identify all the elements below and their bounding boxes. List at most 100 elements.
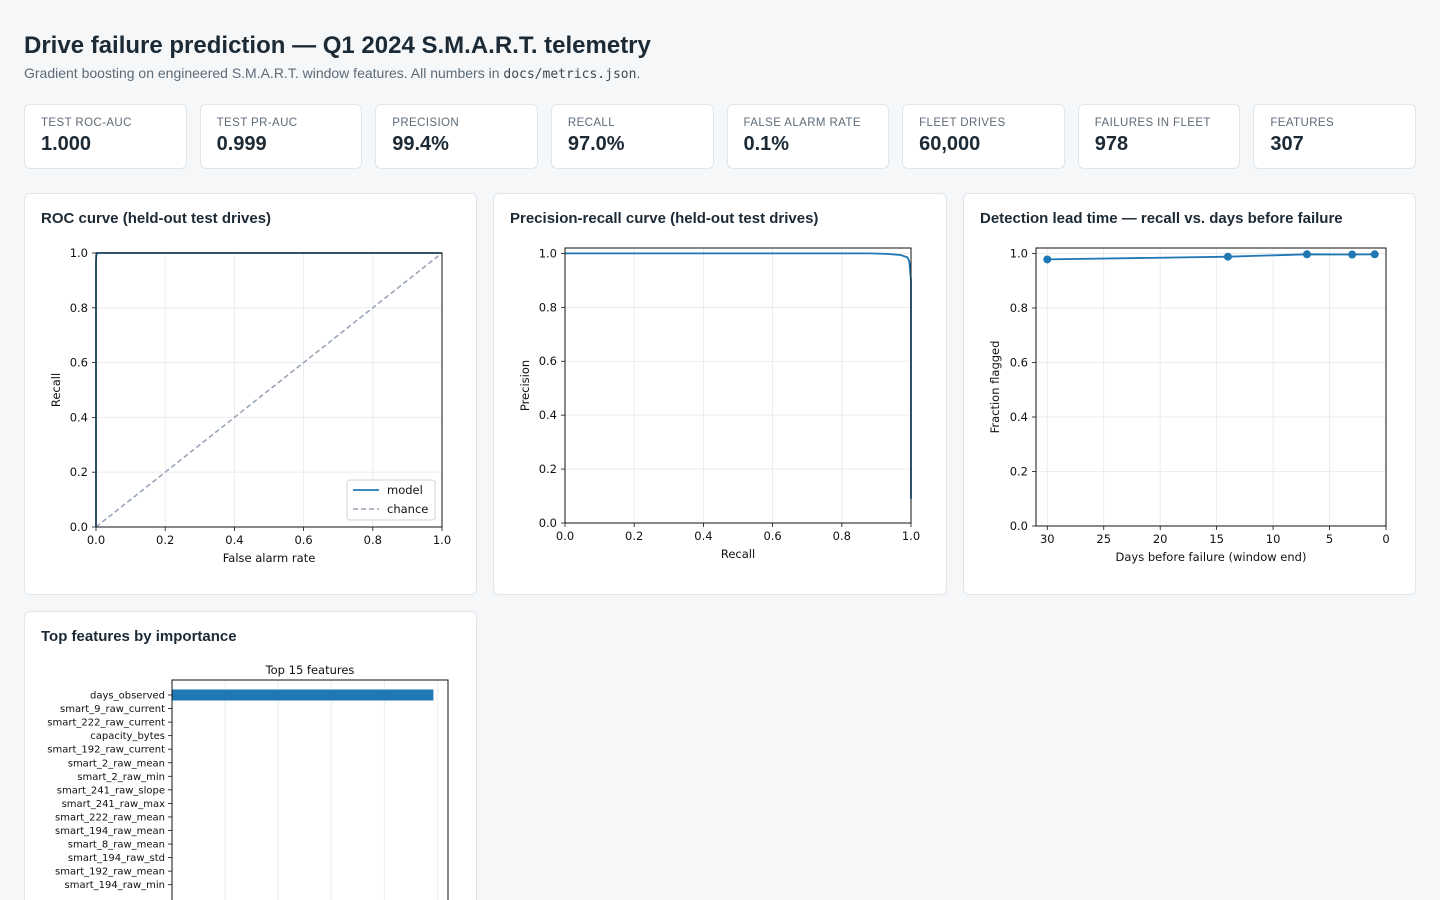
data-series-line (565, 252, 912, 499)
lead-time-chart: 30 25 20 15 10 5 0 0.0 0.2 0.4 0.6 0.8 1.0 Days befor… (988, 246, 1390, 564)
feature-label: smart_194_raw_std (68, 853, 165, 864)
feature-label: smart_192_raw_current (47, 745, 165, 756)
feature-label: smart_241_raw_slope (57, 785, 165, 796)
metrics-file-path: docs/metrics.json (503, 67, 637, 82)
x-tick-label: 25 (1096, 532, 1111, 546)
plot-frame (171, 679, 449, 900)
plot-frame (564, 247, 912, 524)
y-axis-label: Precision (518, 360, 532, 411)
x-tick-label: 0.8 (364, 533, 382, 547)
plot-frame (1035, 247, 1387, 527)
x-tick-label: 0 (1382, 532, 1389, 546)
page-subtitle: Gradient boosting on engineered S.M.A.R.… (24, 65, 651, 82)
data-point (1370, 250, 1379, 259)
kpi-value: 307 (1270, 133, 1304, 155)
x-tick-label: 0.2 (625, 529, 643, 543)
y-tick-label: 1.0 (1010, 246, 1028, 260)
feature-label: smart_241_raw_max (62, 799, 165, 810)
y-tick-label: 0.4 (539, 408, 557, 422)
data-point (1043, 255, 1052, 264)
y-tick-label: 0.2 (70, 465, 88, 479)
x-tick-label: 0.4 (225, 533, 243, 547)
kpi-label: Features (1270, 117, 1335, 129)
data-series-line (1047, 253, 1375, 261)
pr-chart: 0.0 0.2 0.4 0.6 0.8 1.0 0.0 0.2 0.4 0.6 0.8 1.0 Reca… (518, 246, 920, 561)
x-tick-label: 0.6 (294, 533, 312, 547)
y-tick-label: 0.8 (1010, 301, 1028, 315)
kpi-value: 1.000 (41, 133, 92, 155)
page-title: Drive failure prediction — Q1 2024 S.M.A… (24, 32, 651, 59)
feature-importance-card-title: Top features by importance (41, 628, 237, 645)
kpi-card-pr-auc: Test PR-AUC 0.999 (199, 104, 363, 169)
kpi-card-fleet-drives: Fleet drives 60,000 (902, 104, 1065, 169)
roc-card-title: ROC curve (held-out test drives) (41, 210, 272, 227)
y-tick-label: 0.0 (539, 516, 557, 530)
y-tick-label: 0.4 (70, 410, 88, 424)
data-point (1348, 250, 1357, 259)
feature-bar (172, 689, 434, 701)
y-tick-label: 1.0 (70, 246, 88, 260)
x-axis-label: False alarm rate (223, 551, 316, 565)
feature-label: smart_222_raw_current (47, 718, 165, 729)
kpi-row: Test ROC-AUC 1.000 Test PR-AUC 0.999 Preci… (24, 104, 1416, 169)
y-tick-label: 0.2 (1010, 464, 1028, 478)
feature-importance-chart: days_observed smart_9_raw_current smart_22… (47, 663, 449, 900)
roc-card: ROC curve (held-out test drives) 0.0 0.2 0… (24, 193, 477, 595)
pr-card: Precision-recall curve (held-out test dr… (493, 193, 947, 595)
x-tick-label: 0.8 (833, 529, 851, 543)
y-tick-label: 0.0 (1010, 519, 1028, 533)
x-tick-label: 1.0 (433, 533, 451, 547)
kpi-card-false-alarm-rate: False alarm rate 0.1% (726, 104, 890, 169)
x-axis-label: Recall (721, 547, 755, 561)
y-axis-label: Fraction flagged (988, 341, 1002, 434)
chart-title: Top 15 features (265, 663, 355, 677)
x-tick-label: 5 (1326, 532, 1333, 546)
y-tick-label: 0.6 (539, 354, 557, 368)
kpi-value: 99.4% (392, 133, 449, 155)
kpi-label: Precision (392, 117, 460, 129)
legend-chance-label: chance (387, 502, 428, 516)
kpi-value: 978 (1094, 133, 1129, 155)
feature-label: smart_2_raw_mean (68, 758, 165, 769)
x-tick-label: 20 (1153, 532, 1168, 546)
feature-label: smart_2_raw_min (77, 772, 165, 783)
y-tick-label: 0.2 (539, 462, 557, 476)
kpi-card-features: Features 307 (1253, 104, 1416, 169)
kpi-card-failures: Failures in fleet 978 (1077, 104, 1241, 169)
pr-card-title: Precision-recall curve (held-out test dr… (510, 210, 819, 227)
x-tick-label: 10 (1266, 532, 1281, 546)
lead-time-card-title: Detection lead time — recall vs. days be… (980, 210, 1343, 227)
x-tick-label: 15 (1209, 532, 1224, 546)
x-tick-label: 0.4 (694, 529, 712, 543)
y-tick-label: 0.0 (70, 520, 88, 534)
x-tick-label: 1.0 (902, 529, 920, 543)
y-tick-label: 0.8 (539, 300, 557, 314)
x-axis-label: Days before failure (window end) (1116, 550, 1307, 564)
y-tick-label: 0.4 (1010, 410, 1028, 424)
kpi-label: Test PR-AUC (216, 117, 298, 129)
y-tick-label: 0.8 (70, 301, 88, 315)
roc-chart: 0.0 0.2 0.4 0.6 0.8 1.0 0.0 0.2 0.4 0.6 0.8 1.0 Fals… (49, 246, 451, 565)
kpi-card-roc-auc: Test ROC-AUC 1.000 (24, 104, 187, 169)
y-tick-label: 0.6 (1010, 355, 1028, 369)
x-tick-label: 0.0 (87, 533, 105, 547)
x-tick-label: 30 (1040, 532, 1055, 546)
feature-label: capacity_bytes (90, 731, 165, 742)
kpi-value: 97.0% (567, 133, 625, 155)
kpi-label: Test ROC-AUC (41, 117, 132, 129)
kpi-label: False alarm rate (743, 117, 861, 129)
feature-label: smart_8_raw_mean (68, 840, 165, 851)
feature-label: smart_222_raw_mean (55, 812, 165, 823)
kpi-value: 60,000 (919, 133, 981, 155)
feature-label: smart_192_raw_mean (55, 867, 165, 878)
y-tick-label: 0.6 (70, 356, 88, 370)
data-point (1223, 252, 1232, 261)
kpi-label: Failures in fleet (1094, 117, 1211, 129)
feature-label: smart_194_raw_mean (55, 826, 165, 837)
x-tick-label: 0.2 (156, 533, 174, 547)
kpi-value: 0.999 (216, 133, 267, 155)
lead-time-card: Detection lead time — recall vs. days be… (963, 193, 1416, 595)
kpi-value: 0.1% (743, 133, 790, 155)
y-tick-label: 1.0 (539, 246, 557, 260)
y-axis-label: Recall (49, 373, 63, 407)
